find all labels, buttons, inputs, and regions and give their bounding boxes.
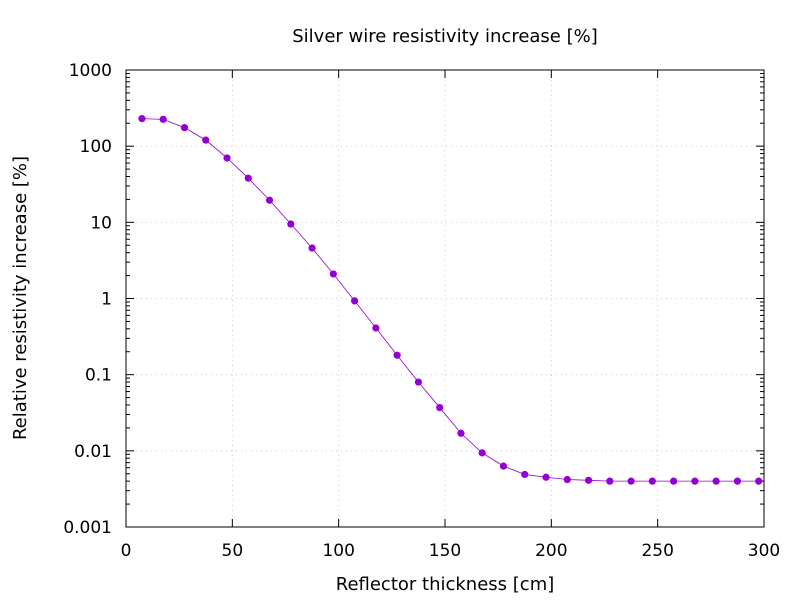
tick-layer: [125, 69, 765, 528]
data-point: [542, 473, 550, 481]
x-tick-label: 0: [121, 541, 132, 561]
data-point: [584, 476, 593, 484]
data-point: [712, 477, 720, 485]
series-line: [141, 118, 759, 482]
x-tick-label: 50: [222, 541, 244, 561]
data-point: [265, 196, 274, 204]
y-tick-label: 100: [80, 137, 112, 157]
data-point: [563, 475, 571, 484]
data-point: [648, 477, 656, 485]
x-axis-label: Reflector thickness [cm]: [336, 574, 555, 595]
y-tick-label: 0.001: [63, 518, 112, 538]
data-point: [691, 477, 699, 485]
x-tick-label: 250: [641, 541, 673, 561]
x-tick-label: 300: [748, 541, 780, 561]
data-point: [606, 477, 614, 485]
data-point: [223, 154, 231, 162]
y-axis-label: Relative resistivity increase [%]: [10, 156, 31, 440]
grid-layer: [126, 70, 764, 527]
data-point: [372, 324, 380, 332]
data-point: [287, 220, 295, 228]
data-point: [308, 244, 316, 252]
data-point: [478, 449, 486, 457]
y-tick-label: 0.01: [74, 442, 112, 462]
data-point: [351, 297, 359, 305]
data-point: [733, 477, 742, 485]
x-tick-label: 150: [429, 541, 461, 561]
data-point: [159, 115, 167, 123]
data-point: [457, 429, 465, 437]
data-point: [202, 136, 210, 144]
data-point: [244, 174, 252, 182]
y-tick-label: 1000: [69, 61, 112, 81]
y-tick-label: 1: [101, 290, 112, 310]
data-point: [414, 378, 423, 386]
label-layer: 0 50 100 150 200 250 300 0.001 0.01 0.1 1 10 100 1000: [63, 61, 780, 561]
data-point: [329, 270, 337, 278]
data-point: [670, 477, 678, 485]
data-point: [138, 115, 146, 123]
x-tick-label: 200: [535, 541, 567, 561]
data-point: [521, 470, 529, 479]
data-point: [180, 124, 189, 132]
data-point: [627, 477, 635, 485]
y-tick-label: 10: [90, 213, 112, 233]
data-point: [393, 351, 401, 359]
data-point: [755, 477, 763, 485]
data-point: [436, 403, 444, 412]
y-tick-label: 0.1: [85, 366, 112, 386]
chart-title: Silver wire resistivity increase [%]: [292, 26, 598, 47]
x-tick-label: 100: [322, 541, 354, 561]
data-point: [499, 462, 508, 470]
series-layer: [138, 115, 763, 485]
plot-frame: [125, 69, 765, 528]
